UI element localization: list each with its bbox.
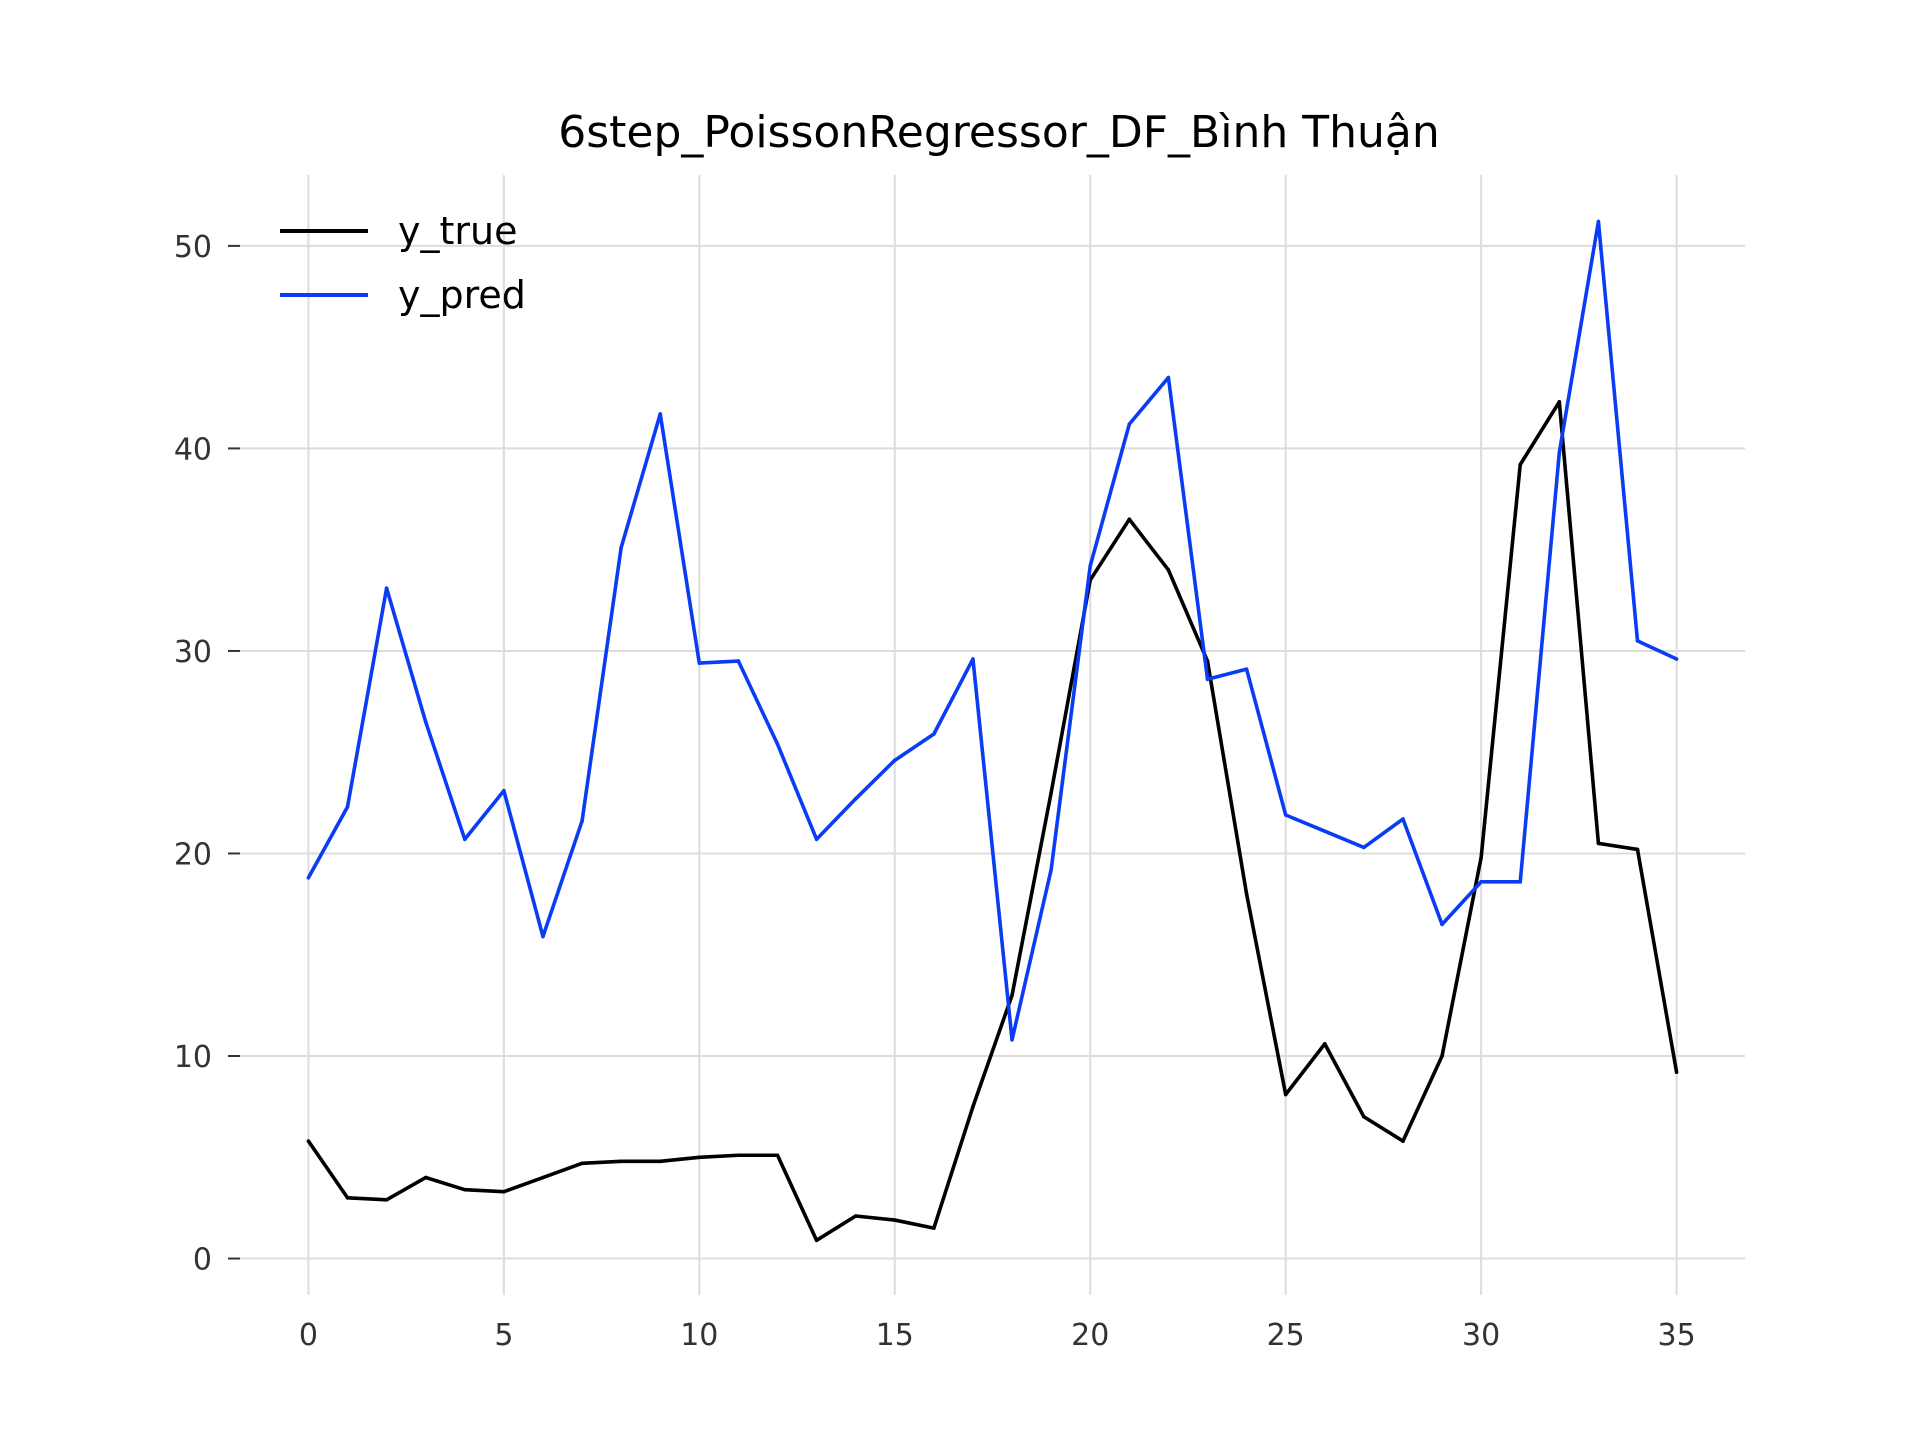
data-point-y_pred-24 (1244, 667, 1249, 671)
legend-label-y_true: y_true (398, 209, 517, 253)
data-point-y_true-19 (1049, 790, 1053, 795)
data-point-y_pred-0 (306, 875, 311, 880)
data-point-y_pred-5 (502, 788, 506, 793)
data-point-y_pred-32 (1557, 450, 1562, 455)
y-tick-label-10: 10 (174, 1040, 212, 1075)
data-point-y_pred-28 (1401, 817, 1405, 821)
data-point-y_true-26 (1322, 1042, 1327, 1046)
data-point-y_pred-17 (971, 657, 975, 661)
y-tick-label-0: 0 (193, 1243, 212, 1278)
data-point-y_true-14 (853, 1214, 858, 1218)
data-point-y_true-8 (619, 1159, 623, 1164)
data-point-y_true-30 (1479, 855, 1483, 860)
y-tick-label-40: 40 (174, 432, 212, 467)
x-tick-label-10: 10 (680, 1318, 718, 1353)
data-point-y_true-6 (541, 1175, 545, 1180)
y-tick-label-20: 20 (174, 837, 212, 872)
x-tick-label-15: 15 (876, 1318, 914, 1353)
x-tick-label-25: 25 (1267, 1318, 1305, 1353)
data-point-y_pred-18 (1010, 1038, 1014, 1042)
legend-label-y_pred: y_pred (398, 273, 526, 317)
data-point-y_pred-14 (853, 796, 858, 801)
data-point-y_pred-11 (736, 659, 741, 663)
data-point-y_pred-12 (775, 742, 780, 746)
data-point-y_pred-33 (1596, 219, 1601, 224)
data-point-y_true-11 (736, 1153, 741, 1158)
data-point-y_pred-29 (1440, 922, 1444, 927)
data-point-y_true-10 (697, 1155, 702, 1160)
data-point-y_true-35 (1674, 1070, 1679, 1075)
data-point-y_true-15 (892, 1218, 897, 1222)
data-point-y_true-3 (423, 1175, 428, 1180)
data-point-y_pred-15 (892, 758, 897, 763)
data-point-y_true-4 (462, 1187, 467, 1192)
x-tick-label-20: 20 (1071, 1318, 1109, 1353)
data-point-y_true-7 (580, 1161, 584, 1166)
legend: y_true y_pred (280, 209, 526, 317)
data-point-y_true-1 (345, 1195, 350, 1200)
data-point-y_true-29 (1440, 1054, 1444, 1058)
data-point-y_pred-22 (1166, 375, 1171, 380)
data-point-y_pred-21 (1127, 422, 1132, 426)
data-point-y_pred-1 (345, 805, 350, 809)
data-point-y_true-13 (814, 1238, 819, 1243)
x-tick-label-35: 35 (1657, 1318, 1695, 1353)
data-point-y_true-24 (1244, 892, 1249, 896)
data-point-y_true-28 (1401, 1139, 1405, 1143)
data-point-y_true-33 (1596, 841, 1601, 846)
data-point-y_true-2 (384, 1198, 389, 1202)
data-point-y_true-17 (971, 1104, 975, 1109)
data-point-y_pred-3 (423, 720, 428, 724)
data-point-y_pred-9 (658, 412, 663, 416)
series-line-y_pred (306, 219, 1678, 1042)
data-point-y_pred-35 (1674, 657, 1679, 661)
data-point-y_pred-26 (1322, 829, 1327, 834)
x-tick-label-30: 30 (1462, 1318, 1500, 1353)
chart-title: 6step_PoissonRegressor_DF_Bình Thuận (558, 107, 1439, 158)
data-point-y_pred-10 (697, 661, 702, 665)
data-point-y_true-9 (658, 1159, 663, 1164)
data-point-y_true-16 (932, 1226, 936, 1230)
data-point-y_pred-19 (1049, 867, 1053, 872)
data-point-y_pred-13 (814, 837, 819, 842)
series-lines (306, 219, 1679, 1243)
data-point-y_pred-8 (619, 545, 623, 550)
data-point-y_pred-27 (1362, 845, 1366, 850)
y-tick-label-50: 50 (174, 230, 212, 265)
data-point-y_pred-31 (1518, 880, 1523, 884)
series-line-y_true (306, 400, 1679, 1243)
axes: 0 5 10 15 20 25 30 35 0 10 20 30 40 50 (174, 230, 1696, 1353)
data-point-y_true-27 (1362, 1114, 1366, 1119)
data-point-y_pred-20 (1088, 564, 1093, 568)
data-point-y_true-31 (1518, 462, 1523, 467)
data-point-y_true-32 (1557, 400, 1562, 404)
data-point-y_pred-30 (1479, 880, 1483, 884)
data-point-y_pred-16 (932, 732, 936, 736)
data-point-y_pred-34 (1635, 639, 1640, 643)
x-tick-label-5: 5 (494, 1318, 513, 1353)
data-point-y_true-21 (1127, 517, 1132, 522)
data-point-y_pred-2 (384, 586, 389, 590)
data-point-y_true-0 (306, 1139, 311, 1143)
data-point-y_pred-25 (1283, 813, 1288, 817)
data-point-y_pred-6 (541, 934, 545, 939)
data-point-y_true-34 (1635, 847, 1640, 852)
data-point-y_pred-4 (462, 837, 467, 842)
grid (240, 175, 1745, 1295)
data-point-y_true-12 (775, 1153, 780, 1158)
x-tick-label-0: 0 (299, 1318, 318, 1353)
data-point-y_pred-23 (1205, 677, 1210, 682)
data-point-y_pred-7 (580, 819, 584, 823)
data-point-y_true-18 (1010, 993, 1014, 998)
y-tick-label-30: 30 (174, 635, 212, 670)
data-point-y_true-5 (502, 1189, 506, 1194)
data-point-y_true-25 (1283, 1092, 1288, 1097)
data-point-y_true-22 (1166, 568, 1171, 572)
